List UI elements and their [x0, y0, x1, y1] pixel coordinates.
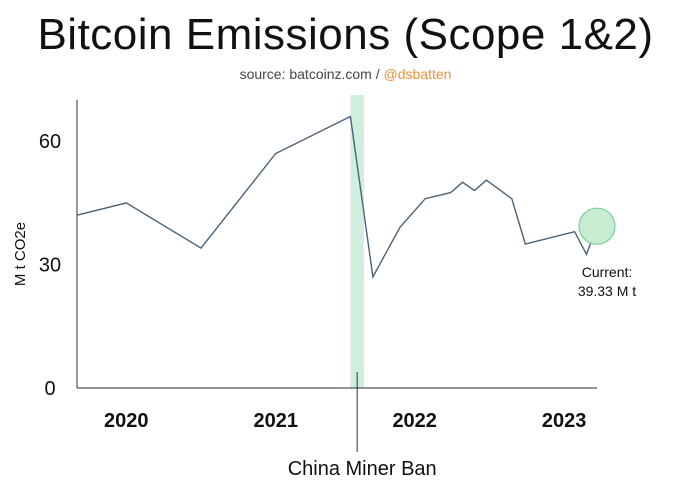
source-prefix: source: batcoinz.com / [239, 66, 384, 82]
chart-source: source: batcoinz.com / @dsbatten [0, 66, 691, 82]
x-tick-label: 2022 [392, 410, 437, 432]
y-axis-label: M t CO2e [12, 222, 29, 286]
y-tick-labels: 0 30 60 [39, 131, 61, 400]
y-tick-label: 30 [39, 255, 61, 277]
current-value-marker [578, 207, 616, 245]
current-label: Current: [582, 264, 633, 280]
x-tick-labels: 2020 2021 2022 2023 [104, 410, 586, 432]
source-handle: @dsbatten [383, 66, 452, 82]
band-layer [350, 95, 364, 388]
china-miner-ban-band [350, 95, 364, 388]
x-tick-label: 2021 [253, 410, 298, 432]
chart-title: Bitcoin Emissions (Scope 1&2) [37, 10, 654, 59]
y-tick-label: 0 [44, 378, 55, 400]
y-tick-label: 60 [39, 131, 61, 153]
current-value-label: 39.33 M t [578, 283, 636, 299]
x-tick-label: 2020 [104, 410, 149, 432]
china-miner-ban-label: China Miner Ban [288, 458, 437, 480]
x-tick-label: 2023 [542, 410, 587, 432]
series-line [76, 115, 598, 280]
